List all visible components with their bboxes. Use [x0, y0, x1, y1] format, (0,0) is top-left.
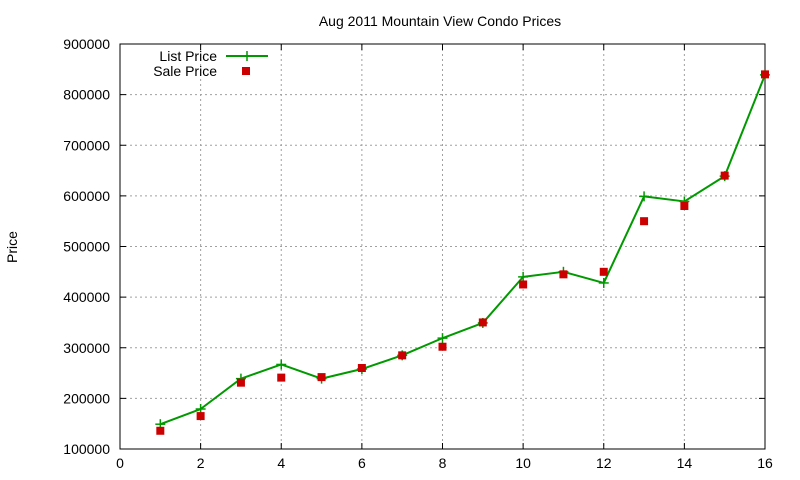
legend-label-list-price: List Price — [159, 48, 217, 64]
series — [155, 69, 770, 435]
x-tick-label: 10 — [515, 455, 531, 471]
data-point-sale-price — [680, 202, 689, 210]
data-point-list-price — [639, 191, 650, 202]
data-point-sale-price — [398, 351, 407, 360]
y-tick-label: 100000 — [63, 441, 110, 457]
data-point-list-price — [276, 359, 287, 370]
x-tick-label: 0 — [116, 455, 124, 471]
x-tick-label: 6 — [358, 455, 366, 471]
data-point-sale-price — [277, 373, 286, 382]
data-point-list-price — [598, 277, 609, 288]
data-point-list-price — [518, 271, 529, 282]
data-point-sale-price — [478, 318, 487, 327]
y-tick-label: 800000 — [63, 87, 110, 103]
series-list-price — [155, 69, 770, 430]
data-point-sale-price — [519, 280, 528, 289]
grid — [120, 44, 765, 449]
data-point-sale-price — [640, 217, 649, 226]
data-point-sale-price — [236, 378, 245, 387]
y-axis-label: Price — [4, 231, 20, 263]
y-tick-labels: 100000 200000 300000 400000 500000 600000 7000… — [63, 36, 110, 457]
x-tick-label: 4 — [277, 455, 285, 471]
series-sale-price — [156, 70, 769, 435]
data-point-sale-price — [317, 373, 326, 382]
data-point-sale-price — [599, 267, 608, 276]
data-point-sale-price — [559, 270, 568, 279]
y-tick-label: 600000 — [63, 188, 110, 204]
data-point-list-price — [437, 333, 448, 344]
data-point-sale-price — [156, 426, 165, 435]
legend-marker-list-price — [242, 51, 252, 61]
x-tick-labels: 0 2 4 6 8 10 12 14 16 — [116, 455, 773, 471]
y-tick-label: 200000 — [63, 390, 110, 406]
axis-ticks — [119, 43, 766, 450]
data-point-sale-price — [720, 171, 729, 180]
x-tick-label: 2 — [197, 455, 205, 471]
x-tick-label: 14 — [677, 455, 693, 471]
legend-marker-sale-price — [242, 67, 250, 75]
data-point-sale-price — [357, 364, 366, 372]
y-tick-label: 900000 — [63, 36, 110, 52]
x-tick-label: 16 — [757, 455, 773, 471]
x-tick-label: 12 — [596, 455, 612, 471]
series-line-list-price — [159, 74, 766, 426]
data-point-sale-price — [761, 70, 769, 79]
data-point-sale-price — [196, 412, 205, 421]
legend-label-sale-price: Sale Price — [153, 63, 217, 79]
x-tick-label: 8 — [439, 455, 447, 471]
data-point-sale-price — [438, 342, 447, 351]
y-tick-label: 700000 — [63, 137, 110, 153]
y-tick-label: 500000 — [63, 239, 110, 255]
chart-title: Aug 2011 Mountain View Condo Prices — [319, 13, 561, 29]
y-tick-label: 300000 — [63, 340, 110, 356]
legend: List Price Sale Price — [153, 48, 268, 79]
y-tick-label: 400000 — [63, 289, 110, 305]
